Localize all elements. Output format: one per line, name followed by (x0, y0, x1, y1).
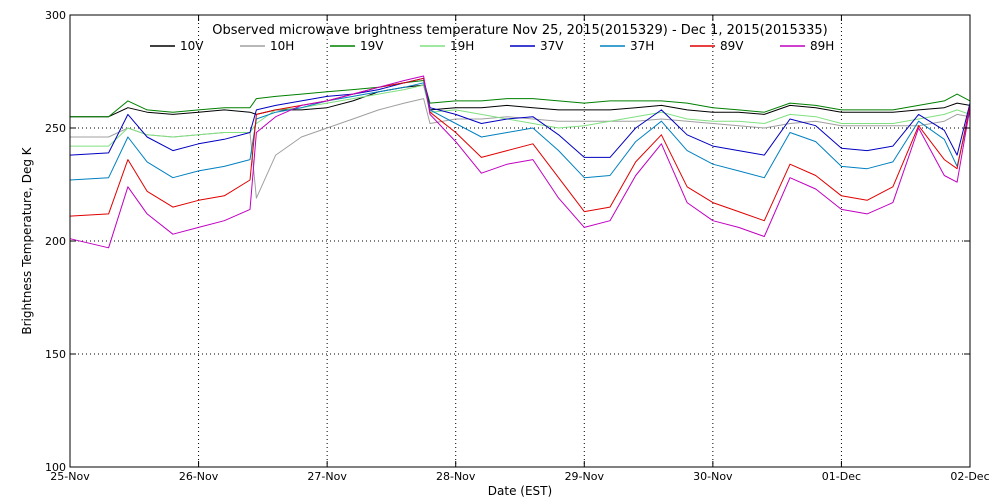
x-tick-label: 27-Nov (307, 470, 347, 483)
legend-label-89v: 89V (720, 39, 744, 53)
legend-label-10v: 10V (180, 39, 204, 53)
legend-label-89h: 89H (810, 39, 834, 53)
y-tick-label: 250 (45, 122, 66, 135)
y-tick-label: 200 (45, 235, 66, 248)
y-axis-label: Brightness Temperature, Deg K (20, 146, 34, 334)
y-tick-label: 150 (45, 348, 66, 361)
y-tick-label: 100 (45, 461, 66, 474)
legend-label-19h: 19H (450, 39, 474, 53)
legend: 10V 10H 19V 19H 37V 37H 89V 89H (150, 39, 834, 53)
series-line-89h (69, 75, 971, 249)
x-tick-label: 30-Nov (693, 470, 733, 483)
legend-label-19v: 19V (360, 39, 384, 53)
x-tick-label: 29-Nov (565, 470, 605, 483)
legend-label-37v: 37V (540, 39, 564, 53)
x-tick-label: 26-Nov (179, 470, 219, 483)
legend-label-10h: 10H (270, 39, 294, 53)
x-tick-label: 25-Nov (50, 470, 90, 483)
series-line-89v (69, 77, 971, 222)
x-tick-label: 28-Nov (436, 470, 476, 483)
chart-title: Observed microwave brightness temperatur… (212, 23, 827, 38)
series-line-10v (70, 84, 971, 118)
series-line-19v (70, 80, 971, 118)
legend-label-37h: 37H (630, 39, 654, 53)
x-axis-label: Date (EST) (488, 484, 552, 498)
series-line-37h (69, 82, 971, 181)
series-line-37v (69, 77, 971, 158)
y-tick-label: 300 (45, 9, 66, 22)
x-tick-label: 01-Dec (822, 470, 861, 483)
x-tick-label: 02-Dec (950, 470, 989, 483)
